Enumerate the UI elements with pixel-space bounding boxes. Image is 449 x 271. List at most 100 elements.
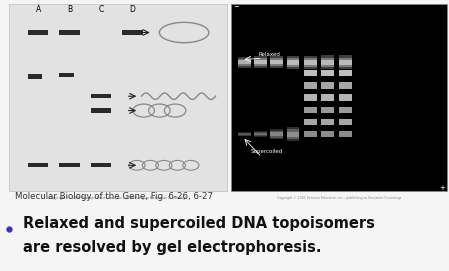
FancyBboxPatch shape — [304, 107, 317, 113]
FancyBboxPatch shape — [238, 67, 251, 70]
FancyBboxPatch shape — [91, 108, 111, 113]
FancyBboxPatch shape — [270, 65, 283, 69]
FancyBboxPatch shape — [91, 94, 111, 98]
FancyBboxPatch shape — [254, 63, 267, 66]
FancyBboxPatch shape — [287, 135, 299, 139]
FancyBboxPatch shape — [304, 119, 317, 125]
FancyBboxPatch shape — [254, 133, 267, 134]
FancyBboxPatch shape — [254, 61, 267, 64]
FancyBboxPatch shape — [304, 61, 317, 64]
FancyBboxPatch shape — [287, 55, 299, 58]
Text: −: − — [233, 4, 239, 10]
FancyBboxPatch shape — [238, 133, 251, 134]
FancyBboxPatch shape — [339, 59, 352, 62]
FancyBboxPatch shape — [321, 61, 334, 65]
FancyBboxPatch shape — [270, 127, 283, 129]
FancyBboxPatch shape — [28, 163, 48, 167]
FancyBboxPatch shape — [270, 133, 283, 136]
FancyBboxPatch shape — [254, 59, 267, 62]
FancyBboxPatch shape — [339, 119, 352, 125]
FancyBboxPatch shape — [339, 70, 352, 76]
FancyBboxPatch shape — [321, 54, 334, 58]
FancyBboxPatch shape — [254, 134, 267, 135]
FancyBboxPatch shape — [238, 56, 251, 59]
FancyBboxPatch shape — [270, 128, 283, 131]
FancyBboxPatch shape — [254, 57, 267, 60]
FancyBboxPatch shape — [287, 63, 299, 67]
FancyBboxPatch shape — [287, 140, 299, 144]
FancyBboxPatch shape — [321, 63, 334, 67]
Text: Copyright © 2001 Pearson Education, Inc., publishing as Benjamin Cummings: Copyright © 2001 Pearson Education, Inc.… — [277, 196, 401, 201]
FancyBboxPatch shape — [270, 55, 283, 58]
Text: Supercoiled: Supercoiled — [251, 149, 283, 154]
FancyBboxPatch shape — [321, 59, 334, 62]
FancyBboxPatch shape — [270, 67, 283, 70]
FancyBboxPatch shape — [304, 131, 317, 137]
FancyBboxPatch shape — [231, 4, 447, 191]
FancyBboxPatch shape — [304, 57, 317, 60]
FancyBboxPatch shape — [287, 52, 299, 56]
FancyBboxPatch shape — [339, 68, 352, 72]
Text: B: B — [67, 5, 72, 14]
FancyBboxPatch shape — [254, 132, 267, 133]
FancyBboxPatch shape — [254, 135, 267, 136]
FancyBboxPatch shape — [304, 59, 317, 62]
FancyBboxPatch shape — [254, 131, 267, 132]
FancyBboxPatch shape — [238, 133, 251, 134]
FancyBboxPatch shape — [321, 70, 334, 76]
FancyBboxPatch shape — [321, 68, 334, 72]
FancyBboxPatch shape — [287, 59, 299, 62]
FancyBboxPatch shape — [270, 130, 283, 133]
FancyBboxPatch shape — [321, 56, 334, 60]
FancyBboxPatch shape — [270, 135, 283, 138]
FancyBboxPatch shape — [254, 53, 267, 56]
FancyBboxPatch shape — [254, 55, 267, 58]
FancyBboxPatch shape — [254, 67, 267, 70]
FancyBboxPatch shape — [287, 126, 299, 130]
FancyBboxPatch shape — [339, 52, 352, 55]
Text: A: A — [35, 5, 41, 14]
FancyBboxPatch shape — [270, 61, 283, 64]
FancyBboxPatch shape — [254, 65, 267, 69]
FancyBboxPatch shape — [270, 59, 283, 62]
FancyBboxPatch shape — [270, 63, 283, 66]
Text: Molecular Biology of the Gene, Fig. 6-26, 6-27: Molecular Biology of the Gene, Fig. 6-26… — [16, 192, 213, 201]
FancyBboxPatch shape — [304, 52, 317, 56]
FancyBboxPatch shape — [321, 131, 334, 137]
FancyBboxPatch shape — [238, 58, 251, 60]
FancyBboxPatch shape — [59, 163, 79, 167]
FancyBboxPatch shape — [304, 63, 317, 67]
Text: +: + — [439, 185, 445, 191]
Text: Relaxed: Relaxed — [258, 52, 280, 57]
FancyBboxPatch shape — [254, 130, 267, 131]
FancyBboxPatch shape — [28, 30, 48, 35]
Text: C: C — [98, 5, 104, 14]
FancyBboxPatch shape — [304, 66, 317, 69]
FancyBboxPatch shape — [238, 134, 251, 136]
Text: are resolved by gel electrophoresis.: are resolved by gel electrophoresis. — [23, 240, 322, 256]
FancyBboxPatch shape — [238, 132, 251, 133]
FancyBboxPatch shape — [270, 132, 283, 134]
FancyBboxPatch shape — [339, 107, 352, 113]
FancyBboxPatch shape — [304, 68, 317, 71]
FancyBboxPatch shape — [304, 82, 317, 89]
FancyBboxPatch shape — [287, 124, 299, 127]
FancyBboxPatch shape — [59, 30, 79, 35]
FancyBboxPatch shape — [287, 133, 299, 137]
FancyBboxPatch shape — [238, 60, 251, 62]
FancyBboxPatch shape — [339, 56, 352, 60]
FancyBboxPatch shape — [339, 82, 352, 89]
FancyBboxPatch shape — [270, 137, 283, 139]
FancyBboxPatch shape — [287, 66, 299, 69]
FancyBboxPatch shape — [339, 63, 352, 67]
FancyBboxPatch shape — [287, 68, 299, 71]
FancyBboxPatch shape — [254, 136, 267, 137]
FancyBboxPatch shape — [321, 119, 334, 125]
FancyBboxPatch shape — [339, 66, 352, 69]
FancyBboxPatch shape — [304, 55, 317, 58]
FancyBboxPatch shape — [270, 53, 283, 56]
FancyBboxPatch shape — [238, 131, 251, 132]
FancyBboxPatch shape — [238, 63, 251, 66]
FancyBboxPatch shape — [238, 134, 251, 135]
FancyBboxPatch shape — [339, 94, 352, 101]
